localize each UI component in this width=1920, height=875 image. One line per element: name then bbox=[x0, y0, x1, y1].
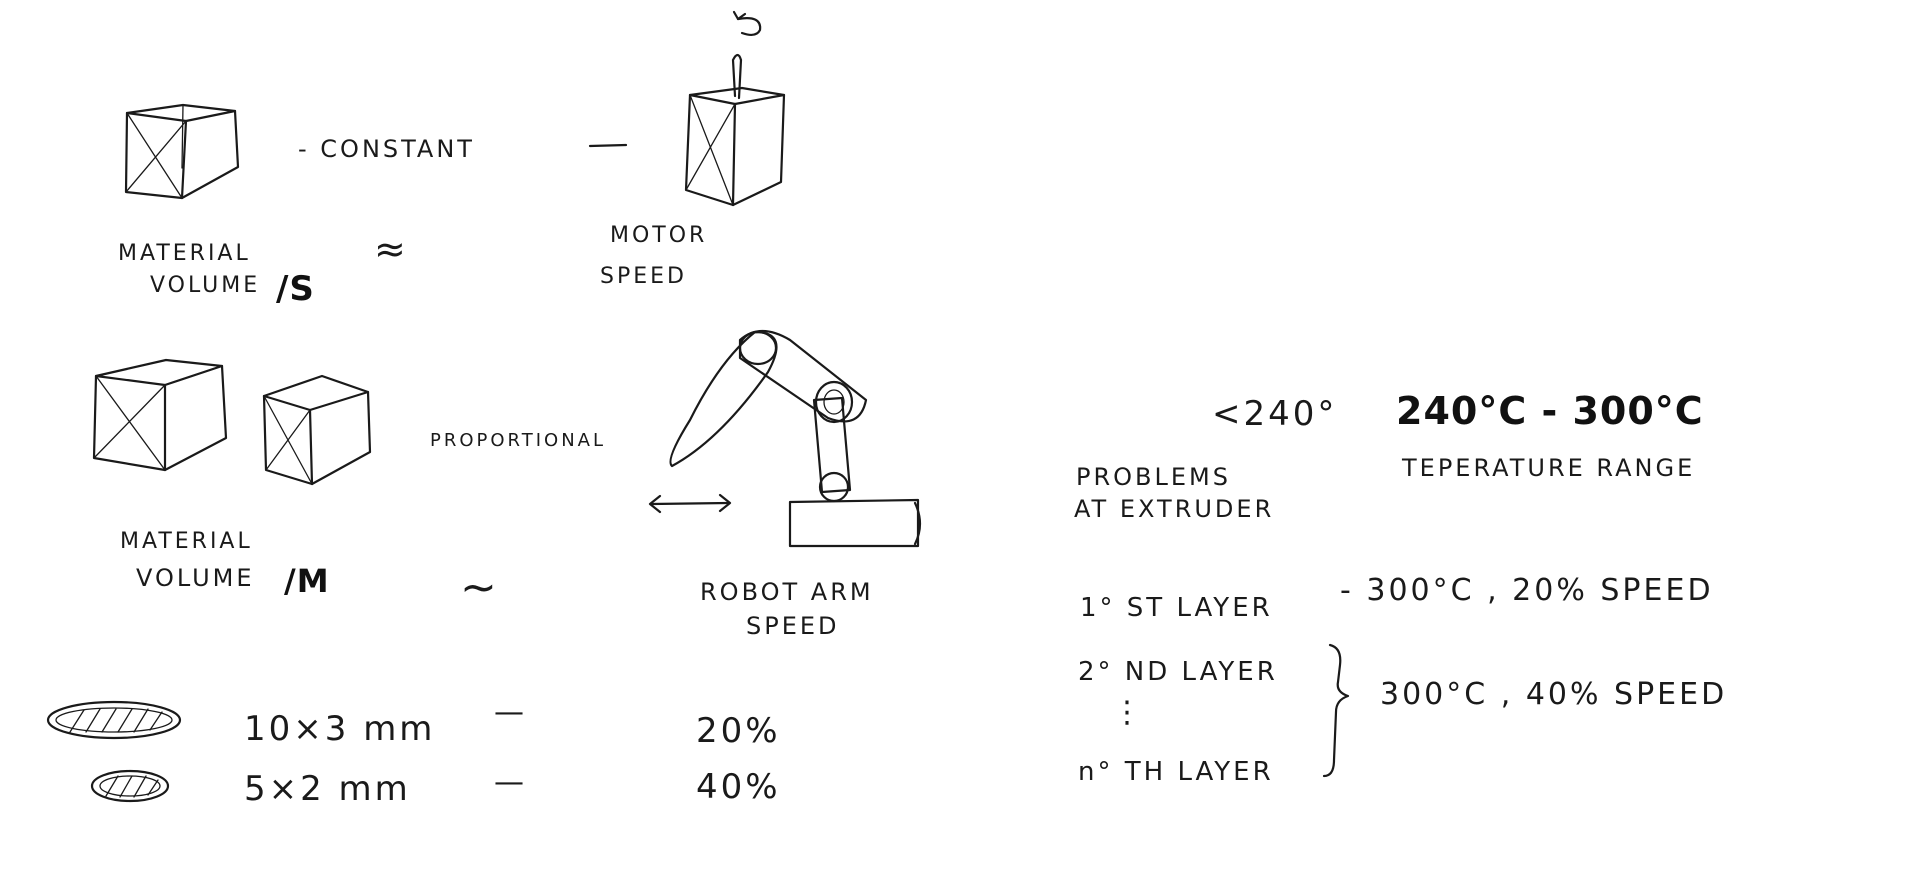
bead-speed-2: 40% bbox=[696, 767, 781, 807]
layer-dots: ⋮ bbox=[1112, 695, 1145, 730]
robot-arm-icon bbox=[669, 329, 922, 548]
motor-cube-icon bbox=[684, 86, 786, 207]
problems-line2: AT EXTRUDER bbox=[1074, 495, 1274, 523]
temp-range-label: TEPERATURE RANGE bbox=[1401, 454, 1695, 482]
nth-layer-label: n° TH LAYER bbox=[1078, 757, 1274, 787]
curly-brace-icon bbox=[1322, 643, 1350, 778]
cube-large-icon bbox=[92, 358, 228, 472]
label-material-m-line1: MATERIAL bbox=[120, 529, 253, 554]
cube-material-volume-s-icon bbox=[124, 103, 240, 200]
second-layer-label: 2° ND LAYER bbox=[1078, 657, 1278, 687]
problems-line1: PROBLEMS bbox=[1076, 463, 1231, 491]
label-motor-line1: MOTOR bbox=[610, 223, 707, 248]
label-material-s-line2: VOLUME bbox=[150, 273, 260, 298]
relation-proportional: PROPORTIONAL bbox=[430, 430, 606, 451]
bead-speed-1: 20% bbox=[696, 711, 781, 751]
label-material-s-unit: /S bbox=[276, 269, 315, 309]
label-robot-line1: ROBOT ARM bbox=[700, 578, 874, 606]
double-arrow-icon bbox=[648, 493, 732, 514]
first-layer-label: 1° ST LAYER bbox=[1080, 593, 1273, 623]
bead-size-1: 10×3 mm bbox=[244, 709, 435, 749]
temp-range: 240°C - 300°C bbox=[1396, 389, 1704, 433]
label-motor-line2: SPEED bbox=[600, 264, 687, 289]
dash-line bbox=[588, 143, 628, 148]
rest-layers-setting: 300°C , 40% SPEED bbox=[1380, 677, 1727, 712]
relation-constant: - CONSTANT bbox=[298, 135, 475, 163]
label-material-s-line1: MATERIAL bbox=[118, 241, 251, 266]
bead-dash-1: — bbox=[494, 695, 527, 730]
approx-symbol-middle: ~ bbox=[460, 562, 500, 613]
cube-small-icon bbox=[262, 374, 372, 486]
bead-dash-2: — bbox=[494, 765, 527, 800]
rotation-arrow-icon bbox=[732, 10, 762, 37]
label-material-m-line2: VOLUME bbox=[136, 564, 255, 592]
bead-large-icon bbox=[46, 700, 182, 740]
label-material-m-unit: /M bbox=[284, 562, 330, 600]
bead-small-icon bbox=[90, 769, 170, 803]
approx-symbol-top: ≈ bbox=[374, 227, 409, 271]
temp-limit-low: <240° bbox=[1212, 394, 1337, 434]
first-layer-setting: - 300°C , 20% SPEED bbox=[1340, 573, 1714, 608]
label-robot-line2: SPEED bbox=[746, 612, 840, 640]
bead-size-2: 5×2 mm bbox=[244, 769, 411, 809]
motor-shaft-icon bbox=[731, 53, 743, 100]
